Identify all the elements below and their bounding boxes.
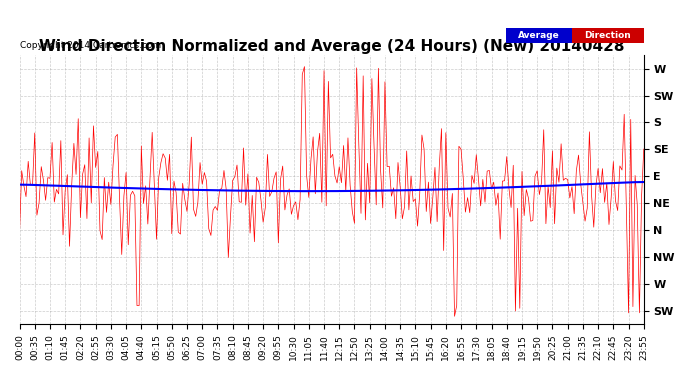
Text: Average: Average [518, 31, 560, 40]
Text: Direction: Direction [584, 31, 631, 40]
FancyBboxPatch shape [572, 28, 644, 43]
FancyBboxPatch shape [506, 28, 572, 43]
Text: Copyright 2014 Cartronics.com: Copyright 2014 Cartronics.com [19, 41, 161, 50]
Title: Wind Direction Normalized and Average (24 Hours) (New) 20140428: Wind Direction Normalized and Average (2… [39, 39, 624, 54]
